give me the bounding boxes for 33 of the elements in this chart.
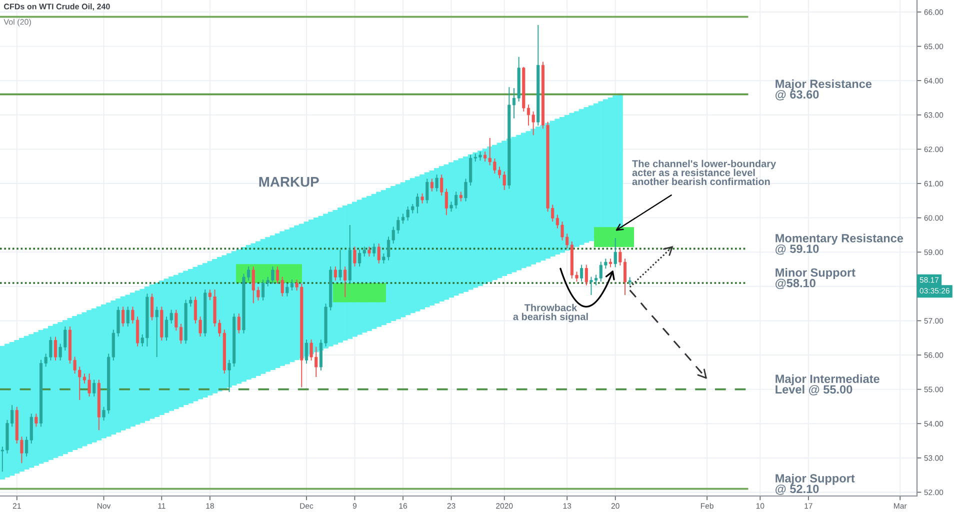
candlestick bbox=[344, 266, 347, 298]
candlestick bbox=[459, 191, 462, 202]
candlestick bbox=[372, 243, 376, 258]
candlestick bbox=[430, 178, 434, 192]
candlestick bbox=[420, 192, 424, 204]
candlestick bbox=[353, 246, 356, 268]
ref-line-label: Major Intermediate Level @ 55.00 bbox=[776, 374, 880, 396]
candlestick bbox=[237, 313, 240, 334]
ref-line-label: Minor Support @58.10 bbox=[776, 268, 856, 290]
candlestick bbox=[34, 413, 38, 428]
candlestick bbox=[338, 250, 342, 282]
candlestick bbox=[377, 243, 380, 264]
candlestick bbox=[150, 293, 154, 321]
ref-line-label: Major Support @ 52.10 bbox=[776, 474, 855, 495]
candlestick bbox=[54, 336, 58, 361]
candlestick bbox=[368, 246, 371, 258]
candlestick bbox=[426, 178, 429, 204]
candlestick bbox=[580, 264, 584, 282]
candlestick bbox=[435, 174, 438, 192]
candlestick bbox=[614, 238, 617, 268]
candlestick bbox=[92, 379, 96, 398]
candlestick bbox=[304, 339, 308, 364]
candlestick bbox=[334, 266, 337, 282]
annotation: Throwback a bearish signal bbox=[513, 304, 588, 322]
candlestick bbox=[584, 264, 588, 286]
candlestick bbox=[126, 306, 130, 328]
text: Vol (20) bbox=[4, 18, 31, 26]
ref-line-label: Major Resistance @ 63.60 bbox=[776, 79, 872, 100]
candlestick bbox=[122, 306, 125, 328]
annotation: MARKUP bbox=[259, 177, 319, 187]
ref-line-label: Momentary Resistance @ 59.10 bbox=[776, 234, 904, 255]
annotation: The channel's lower-boundary acter as a resistance level another bearish confirmation bbox=[632, 160, 776, 186]
chart-title: CFDs on WTI Crude Oil, 240 bbox=[4, 3, 110, 11]
